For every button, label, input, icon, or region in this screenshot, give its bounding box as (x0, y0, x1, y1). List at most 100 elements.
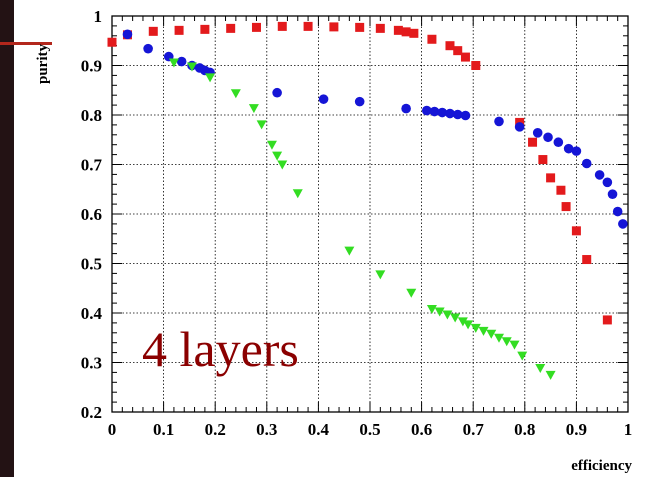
data-point-triangle (457, 317, 468, 327)
data-point-triangle (375, 270, 386, 280)
data-point-circle (571, 146, 582, 156)
y-tick-label: 0.3 (81, 354, 102, 373)
data-point-square (460, 52, 470, 62)
y-tick-label: 0.7 (81, 156, 103, 175)
data-point-circle (421, 105, 432, 116)
data-point-triangle (292, 189, 303, 199)
data-point-square (200, 24, 210, 34)
data-point-triangle (494, 333, 504, 343)
data-point-triangle (266, 140, 277, 150)
data-point-circle (602, 177, 613, 188)
data-point-circle (437, 107, 448, 118)
data-point-triangle (426, 305, 437, 315)
data-point-triangle (450, 313, 461, 323)
y-tick-label: 0.9 (81, 57, 102, 76)
series-triangle-down (168, 58, 556, 380)
data-point-circle (143, 43, 153, 54)
data-point-circle (122, 29, 133, 40)
data-point-circle (460, 110, 471, 121)
data-point-circle (618, 219, 628, 229)
data-point-triangle (545, 370, 556, 380)
data-point-circle (607, 189, 618, 199)
data-point-triangle (205, 73, 216, 83)
x-tick-label: 0.1 (153, 420, 174, 439)
data-point-circle (429, 106, 440, 117)
y-tick-label: 0.8 (81, 106, 102, 125)
y-axis-title: purity (35, 44, 51, 85)
data-point-triangle (442, 310, 453, 320)
data-point-triangle (535, 363, 546, 373)
data-point-square (251, 22, 261, 32)
data-point-triangle (501, 337, 512, 347)
data-point-triangle (463, 320, 474, 330)
x-tick-labels: 0 0.1 0.2 0.3 0.4 0.5 0.6 0.7 0.8 0.9 1 (108, 420, 633, 439)
data-point-circle (594, 170, 605, 180)
data-point-circle (553, 137, 564, 148)
x-tick-label: 1 (624, 420, 633, 439)
data-point-triangle (509, 340, 520, 350)
y-tick-label: 0.5 (81, 255, 102, 274)
x-tick-label: 0.2 (205, 420, 226, 439)
series-circle (122, 29, 628, 229)
data-point-triangle (230, 89, 241, 99)
data-point-square (409, 28, 419, 38)
x-tick-label: 0.5 (359, 420, 380, 439)
data-point-square (528, 137, 538, 147)
x-tick-label: 0.8 (514, 420, 535, 439)
data-point-circle (445, 108, 455, 119)
data-point-square (453, 46, 463, 56)
x-tick-label: 0.7 (463, 420, 485, 439)
x-tick-label: 0.9 (566, 420, 587, 439)
data-point-circle (563, 143, 574, 154)
y-tick-label: 0.2 (81, 403, 102, 422)
data-points (107, 21, 628, 380)
axis-ticks (111, 15, 629, 413)
data-point-square (277, 21, 287, 31)
data-point-circle (494, 116, 504, 127)
data-point-circle (581, 158, 592, 169)
slide-edge-bar (0, 0, 14, 477)
series-square (107, 21, 612, 325)
x-tick-label: 0.3 (256, 420, 277, 439)
data-point-circle (401, 103, 411, 114)
data-point-triangle (406, 288, 417, 298)
data-point-triangle (277, 160, 288, 170)
data-point-square (107, 37, 117, 47)
data-point-triangle (486, 329, 497, 339)
data-point-square (571, 226, 581, 236)
data-point-square (226, 23, 236, 33)
data-point-square (471, 61, 481, 70)
data-point-triangle (168, 58, 179, 68)
data-point-circle (452, 109, 463, 120)
data-point-circle (354, 96, 365, 107)
data-point-square (148, 26, 158, 36)
data-point-square (582, 255, 592, 265)
x-tick-label: 0.6 (411, 420, 432, 439)
data-point-triangle (470, 323, 481, 333)
data-point-square (538, 155, 548, 165)
y-tick-label: 0.6 (81, 205, 102, 224)
data-point-triangle (186, 62, 197, 72)
x-tick-label: 0.4 (308, 420, 330, 439)
x-tick-label: 0 (108, 420, 117, 439)
data-point-square (602, 315, 612, 325)
data-point-triangle (256, 120, 267, 130)
y-tick-labels: 0.2 0.3 0.4 0.5 0.6 0.7 0.8 0.9 1 (81, 7, 103, 422)
data-point-square (174, 25, 184, 35)
y-tick-label: 1 (94, 7, 103, 26)
data-point-square (393, 25, 403, 35)
data-point-circle (176, 56, 187, 67)
annotation-label: 4 layers (142, 321, 299, 377)
grid-lines (112, 16, 628, 412)
data-point-circle (272, 87, 282, 98)
data-point-triangle (434, 307, 445, 317)
data-point-triangle (272, 151, 283, 161)
data-point-circle (532, 128, 543, 138)
data-point-square (375, 23, 385, 33)
data-point-circle (612, 206, 623, 217)
data-point-triangle (248, 104, 259, 114)
data-point-triangle (478, 326, 489, 336)
data-point-square (445, 41, 455, 51)
slide-accent-line (0, 42, 52, 45)
